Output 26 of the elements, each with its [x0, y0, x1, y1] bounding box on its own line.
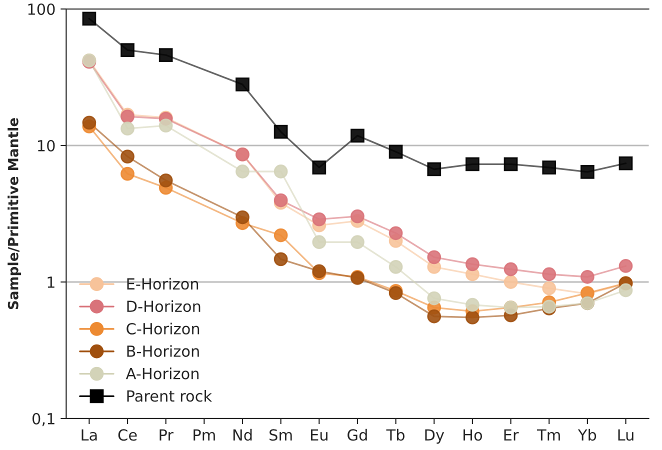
- legend-label: Parent rock: [127, 390, 212, 402]
- x-tick-label: Yb: [578, 428, 596, 441]
- x-tick-label: Tm: [536, 429, 560, 441]
- y-tick-label: 10: [38, 140, 55, 152]
- x-tick-label: Pm: [194, 429, 215, 441]
- x-tick-label: La: [82, 429, 97, 441]
- legend-label: B-Horizon: [127, 345, 199, 357]
- y-tick-label: 1: [48, 276, 54, 288]
- y-tick-label: 100: [28, 3, 55, 16]
- x-tick-label: Lu: [618, 429, 634, 441]
- y-axis-title: Sample/Primitive Mantle: [8, 118, 22, 310]
- x-tick-label: Sm: [270, 429, 292, 441]
- x-tick-label: Dy: [425, 429, 444, 444]
- legend-label: A-Horizon: [126, 368, 199, 380]
- x-tick-label: Tb: [386, 428, 404, 441]
- x-tick-label: Nd: [233, 428, 252, 441]
- x-tick-label: Er: [504, 429, 519, 441]
- x-tick-label: Gd: [348, 428, 367, 441]
- legend-label: C-Horizon: [126, 322, 200, 335]
- y-tick-label: 0,1: [32, 412, 54, 426]
- x-tick-label: Ho: [464, 429, 482, 441]
- x-tick-label: Ce: [118, 429, 137, 441]
- x-tick-label: Pr: [160, 429, 174, 441]
- legend-label: D-Horizon: [127, 300, 200, 312]
- legend-label: E-Horizon: [127, 278, 198, 290]
- x-tick-label: Eu: [310, 429, 328, 441]
